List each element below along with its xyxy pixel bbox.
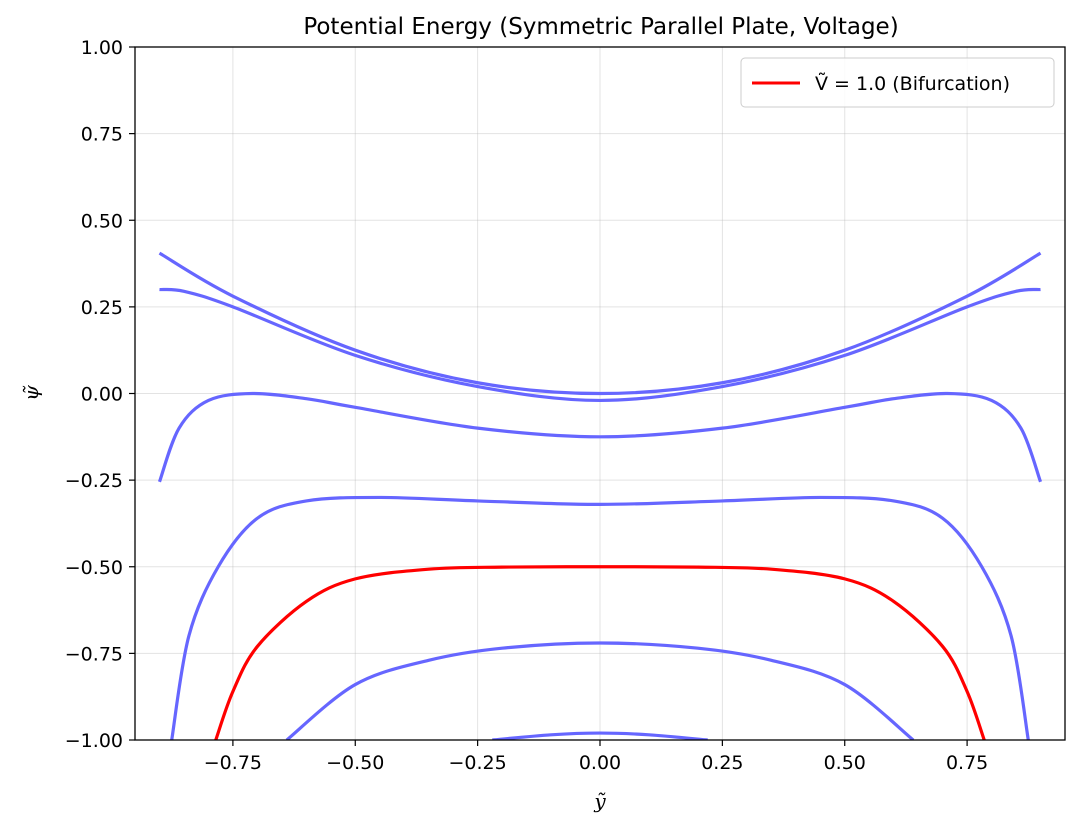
series-line	[158, 251, 1042, 396]
y-tick-label: 0.50	[81, 210, 123, 232]
y-tick-label: 1.00	[81, 37, 123, 59]
y-tick-label: −0.50	[65, 557, 123, 579]
x-tick-label: −0.50	[326, 752, 384, 774]
y-tick-label: −1.00	[65, 730, 123, 752]
y-tick-label: 0.00	[81, 384, 123, 406]
ticks: −0.75 −0.50 −0.25 0.00 0.25 0.50 0.75 1.00 0.75 0…	[65, 37, 988, 774]
x-tick-label: −0.25	[449, 752, 507, 774]
x-tick-label: 0.00	[579, 752, 621, 774]
legend: Ṽ = 1.0 (Bifurcation)	[740, 57, 1055, 108]
x-axis-label: ỹ	[593, 789, 606, 813]
x-tick-label: −0.75	[204, 752, 262, 774]
x-tick-label: 0.25	[701, 752, 743, 774]
series-line	[285, 641, 915, 740]
x-tick-label: 0.75	[946, 752, 988, 774]
y-tick-label: −0.75	[65, 643, 123, 665]
legend-label: Ṽ = 1.0 (Bifurcation)	[815, 71, 1010, 95]
y-tick-label: −0.25	[65, 470, 123, 492]
series-layer	[157, 251, 1043, 740]
x-tick-label: 0.50	[824, 752, 866, 774]
y-tick-label: 0.75	[81, 124, 123, 146]
y-axis-label: ψ̃	[19, 385, 43, 401]
series-line	[170, 495, 1030, 740]
series-line	[214, 565, 986, 740]
series-line	[492, 731, 708, 740]
series-line	[157, 391, 1043, 483]
chart-title: Potential Energy (Symmetric Parallel Pla…	[303, 14, 898, 40]
series-line	[159, 287, 1041, 403]
legend-box	[740, 57, 1055, 108]
y-tick-label: 0.25	[81, 297, 123, 319]
